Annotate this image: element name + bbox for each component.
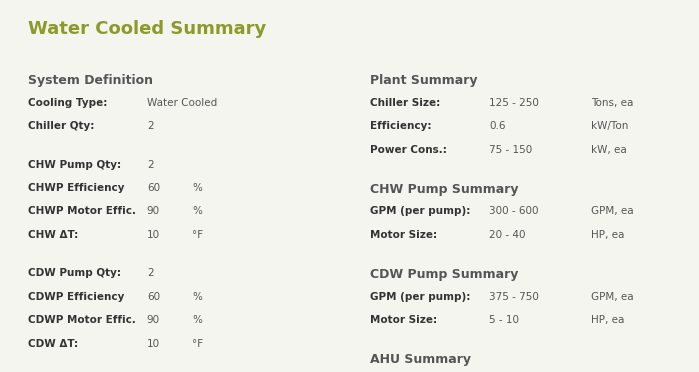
Text: Efficiency:: Efficiency: — [370, 121, 432, 131]
Text: 300 - 600: 300 - 600 — [489, 206, 539, 217]
Text: kW, ea: kW, ea — [591, 145, 626, 155]
Text: %: % — [192, 183, 202, 193]
Text: 125 - 250: 125 - 250 — [489, 98, 539, 108]
Text: System Definition: System Definition — [28, 74, 153, 87]
Text: CHW ΔT:: CHW ΔT: — [28, 230, 78, 240]
Text: °F: °F — [192, 339, 203, 349]
Text: 20 - 40: 20 - 40 — [489, 230, 526, 240]
Text: CDWP Efficiency: CDWP Efficiency — [28, 292, 124, 302]
Text: CHWP Efficiency: CHWP Efficiency — [28, 183, 124, 193]
Text: CDW ΔT:: CDW ΔT: — [28, 339, 78, 349]
Text: HP, ea: HP, ea — [591, 315, 624, 325]
Text: Power Cons.:: Power Cons.: — [370, 145, 447, 155]
Text: %: % — [192, 206, 202, 217]
Text: 90: 90 — [147, 206, 160, 217]
Text: 10: 10 — [147, 339, 160, 349]
Text: %: % — [192, 292, 202, 302]
Text: Cooling Type:: Cooling Type: — [28, 98, 108, 108]
Text: 375 - 750: 375 - 750 — [489, 292, 539, 302]
Text: 2: 2 — [147, 121, 153, 131]
Text: GPM (per pump):: GPM (per pump): — [370, 206, 471, 217]
Text: 2: 2 — [147, 160, 153, 170]
Text: CDWP Motor Effic.: CDWP Motor Effic. — [28, 315, 136, 325]
Text: 75 - 150: 75 - 150 — [489, 145, 533, 155]
Text: CHW Pump Summary: CHW Pump Summary — [370, 183, 519, 196]
Text: GPM, ea: GPM, ea — [591, 206, 633, 217]
Text: CDW Pump Qty:: CDW Pump Qty: — [28, 268, 121, 278]
Text: GPM, ea: GPM, ea — [591, 292, 633, 302]
Text: Water Cooled Summary: Water Cooled Summary — [28, 20, 266, 38]
Text: 10: 10 — [147, 230, 160, 240]
Text: Plant Summary: Plant Summary — [370, 74, 478, 87]
Text: HP, ea: HP, ea — [591, 230, 624, 240]
Text: GPM (per pump):: GPM (per pump): — [370, 292, 471, 302]
Text: CHW Pump Qty:: CHW Pump Qty: — [28, 160, 121, 170]
Text: 0.6: 0.6 — [489, 121, 506, 131]
Text: AHU Summary: AHU Summary — [370, 353, 471, 366]
Text: 60: 60 — [147, 292, 160, 302]
Text: CDW Pump Summary: CDW Pump Summary — [370, 268, 519, 281]
Text: 5 - 10: 5 - 10 — [489, 315, 519, 325]
Text: kW/Ton: kW/Ton — [591, 121, 628, 131]
Text: Motor Size:: Motor Size: — [370, 230, 438, 240]
Text: Motor Size:: Motor Size: — [370, 315, 438, 325]
Text: °F: °F — [192, 230, 203, 240]
Text: CHWP Motor Effic.: CHWP Motor Effic. — [28, 206, 136, 217]
Text: Chiller Qty:: Chiller Qty: — [28, 121, 94, 131]
Text: 90: 90 — [147, 315, 160, 325]
Text: 2: 2 — [147, 268, 153, 278]
Text: 60: 60 — [147, 183, 160, 193]
Text: %: % — [192, 315, 202, 325]
Text: Chiller Size:: Chiller Size: — [370, 98, 441, 108]
Text: Tons, ea: Tons, ea — [591, 98, 633, 108]
Text: Water Cooled: Water Cooled — [147, 98, 217, 108]
